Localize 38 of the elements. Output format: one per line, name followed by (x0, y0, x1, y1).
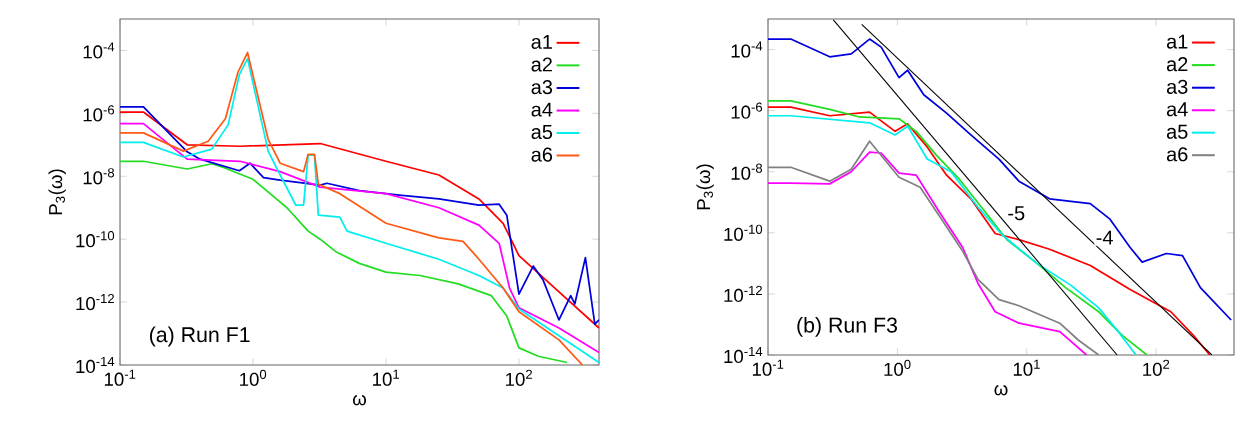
y-tick-label: 10$^{-6}$ (731, 102, 763, 119)
y-tick-label: 10$^{-4}$ (731, 41, 763, 58)
annotation: -4 (1096, 230, 1113, 245)
y-tick-label: 10$^{-8}$ (731, 163, 763, 180)
legend-label: a6 (1166, 147, 1188, 162)
y-tick-label: 10$^{-12}$ (76, 293, 114, 311)
legend-label: a3 (1166, 79, 1188, 94)
legend-label: a6 (531, 147, 553, 162)
x-tick-label: 10$^{2}$ (506, 369, 532, 386)
y-tick-label: 10$^{-4}$ (83, 42, 115, 59)
y-axis-title: P$_{3}$(ω) (696, 164, 714, 210)
x-tick-label: 10$^{-1}$ (104, 369, 136, 386)
legend-label: a5 (531, 125, 553, 140)
annotation: (a) Run F1 (149, 326, 250, 347)
x-tick-label: 10$^{0}$ (884, 359, 911, 376)
legend-label: a3 (531, 80, 553, 95)
legend-label: a2 (1166, 57, 1188, 72)
x-tick-label: 10$^{1}$ (373, 369, 400, 386)
y-tick-label: 10$^{-8}$ (83, 168, 115, 185)
legend-label: a4 (531, 102, 553, 117)
annotation: -5 (1008, 206, 1025, 221)
legend-label: a1 (531, 34, 552, 49)
y-axis-title: P$_{3}$(ω) (48, 169, 66, 215)
x-tick-label: 10$^{1}$ (1013, 359, 1040, 376)
x-axis-title: ω (994, 385, 1008, 396)
legend-label: a4 (1166, 102, 1188, 117)
y-tick-label: 10$^{-10}$ (724, 224, 763, 241)
y-tick-label: 10$^{-12}$ (724, 285, 762, 303)
y-tick-label: 10$^{-10}$ (76, 231, 115, 248)
x-axis-title: ω (352, 395, 367, 406)
legend-label: a5 (1166, 124, 1188, 139)
legend-label: a2 (531, 57, 552, 72)
x-tick-label: 10$^{-1}$ (752, 359, 784, 376)
legend-label: a1 (1166, 34, 1188, 49)
x-tick-label: 10$^{2}$ (1143, 359, 1170, 376)
y-tick-label: 10$^{-6}$ (83, 105, 115, 122)
annotation: (b) Run F3 (797, 316, 897, 337)
x-tick-label: 10$^{0}$ (240, 369, 267, 386)
